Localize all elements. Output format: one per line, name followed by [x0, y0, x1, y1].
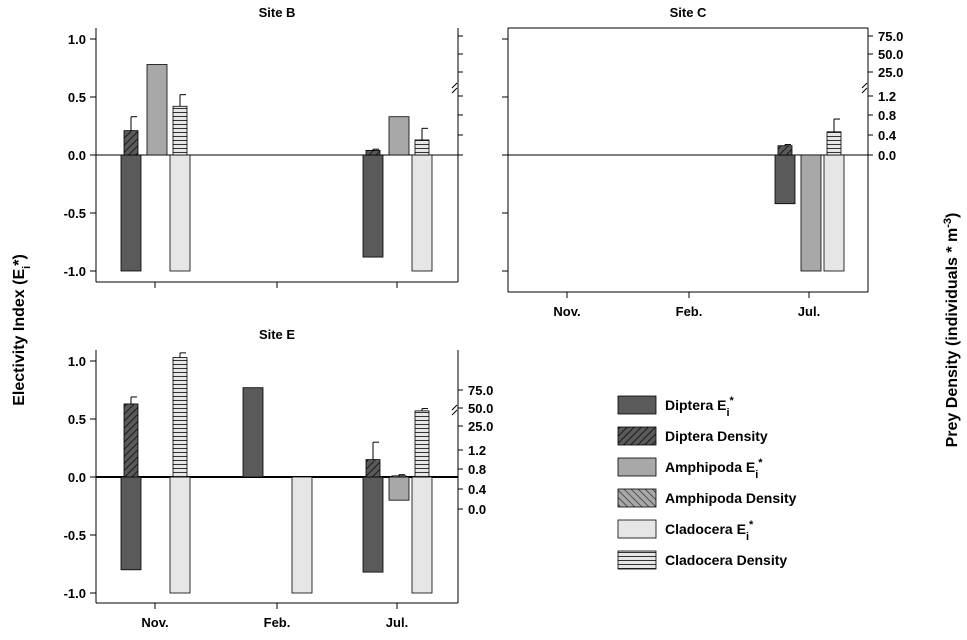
x-tick-label: Jul. — [386, 615, 408, 630]
legend-swatch — [617, 550, 657, 570]
left-tick-label: -1.0 — [64, 264, 86, 279]
x-tick-label: Nov. — [553, 304, 580, 319]
electivity-bar — [169, 154, 191, 272]
electivity-bar — [388, 476, 410, 501]
electivity-bar — [362, 476, 384, 573]
density-bar — [777, 145, 793, 156]
legend-swatch — [617, 395, 657, 415]
left-tick-label: 1.0 — [68, 32, 86, 47]
legend-label: Diptera Ei* — [665, 395, 735, 419]
density-bar — [365, 149, 381, 156]
electivity-bar — [411, 154, 433, 272]
legend-label: Cladocera Ei* — [665, 519, 754, 543]
legend-swatch — [617, 457, 657, 477]
x-tick-label: Jul. — [798, 304, 820, 319]
left-tick-label: 0.0 — [68, 470, 86, 485]
legend-label: Cladocera Density — [665, 552, 787, 568]
axis-break-mark — [451, 404, 458, 416]
legend-label: Amphipoda Density — [665, 490, 797, 506]
left-tick-label: 0.5 — [68, 412, 86, 427]
right-tick-label: 50.0 — [878, 47, 903, 62]
legend-label: Amphipoda Ei* — [665, 457, 763, 481]
left-tick-label: -0.5 — [64, 528, 86, 543]
right-tick-label: 0.4 — [878, 128, 897, 143]
right-tick-label: 1.2 — [878, 89, 896, 104]
density-bar — [414, 139, 430, 156]
right-tick-label: 0.8 — [878, 108, 896, 123]
left-tick-label: 0.5 — [68, 90, 86, 105]
panel-title: Site B — [259, 5, 296, 20]
electivity-bar — [146, 64, 168, 156]
electivity-bar — [169, 476, 191, 594]
electivity-bar — [774, 154, 796, 205]
legend-swatch — [617, 519, 657, 539]
electivity-bar — [362, 154, 384, 258]
density-bar — [123, 130, 139, 156]
panel-site-c: Site C 75.0 50.0 25.0 1.2 0.8 0.4 0.0 Nov. Feb. Ju… — [502, 5, 903, 319]
right-tick-label: 1.2 — [468, 443, 486, 458]
electivity-bar — [120, 476, 142, 571]
electivity-bar — [388, 116, 410, 156]
density-bar — [391, 475, 407, 478]
legend: Diptera Ei* Diptera Density Amphipoda Ei* A… — [617, 395, 797, 570]
x-tick-label: Feb. — [676, 304, 703, 319]
right-tick-label: 75.0 — [468, 383, 493, 398]
right-tick-label: 0.0 — [878, 148, 896, 163]
x-tick-label: Feb. — [264, 615, 291, 630]
density-bar — [172, 357, 188, 478]
electivity-bar — [800, 154, 822, 272]
left-tick-label: 1.0 — [68, 354, 86, 369]
electivity-bar — [411, 476, 433, 594]
panel-title: Site C — [670, 5, 707, 20]
right-tick-label: 25.0 — [878, 65, 903, 80]
right-tick-label: 50.0 — [468, 401, 493, 416]
legend-label: Diptera Density — [665, 428, 768, 444]
density-bar — [123, 403, 139, 478]
left-axis-label: Electivity Index (Ei*) — [11, 254, 33, 406]
electivity-bar — [120, 154, 142, 272]
density-bar — [826, 131, 842, 156]
axis-break-mark — [861, 82, 868, 94]
right-tick-label: 0.8 — [468, 462, 486, 477]
right-tick-label: 0.4 — [468, 482, 487, 497]
left-tick-label: 0.0 — [68, 148, 86, 163]
right-tick-label: 0.0 — [468, 502, 486, 517]
density-bar — [172, 105, 188, 156]
left-tick-label: -0.5 — [64, 206, 86, 221]
right-tick-label: 75.0 — [878, 29, 903, 44]
right-axis-label: Prey Density (individuals * m-3) — [942, 213, 961, 448]
electivity-bar — [242, 387, 264, 478]
legend-swatch — [617, 426, 657, 446]
left-tick-label: -1.0 — [64, 586, 86, 601]
panel-site-b: Site B 1.0 0.5 0.0 -0.5 -1.0 — [64, 5, 463, 288]
legend-swatch — [617, 488, 657, 508]
density-bar — [414, 410, 430, 478]
panel-site-e: Site E 1.0 0.5 0.0 -0.5 -1.0 75.0 50.0 25.0 1.2 0.… — [64, 327, 494, 630]
right-tick-label: 25.0 — [468, 419, 493, 434]
axis-break-mark — [451, 82, 458, 94]
x-tick-label: Nov. — [141, 615, 168, 630]
density-bar — [365, 459, 381, 478]
electivity-bar — [823, 154, 845, 272]
panel-title: Site E — [259, 327, 295, 342]
electivity-bar — [291, 476, 313, 594]
